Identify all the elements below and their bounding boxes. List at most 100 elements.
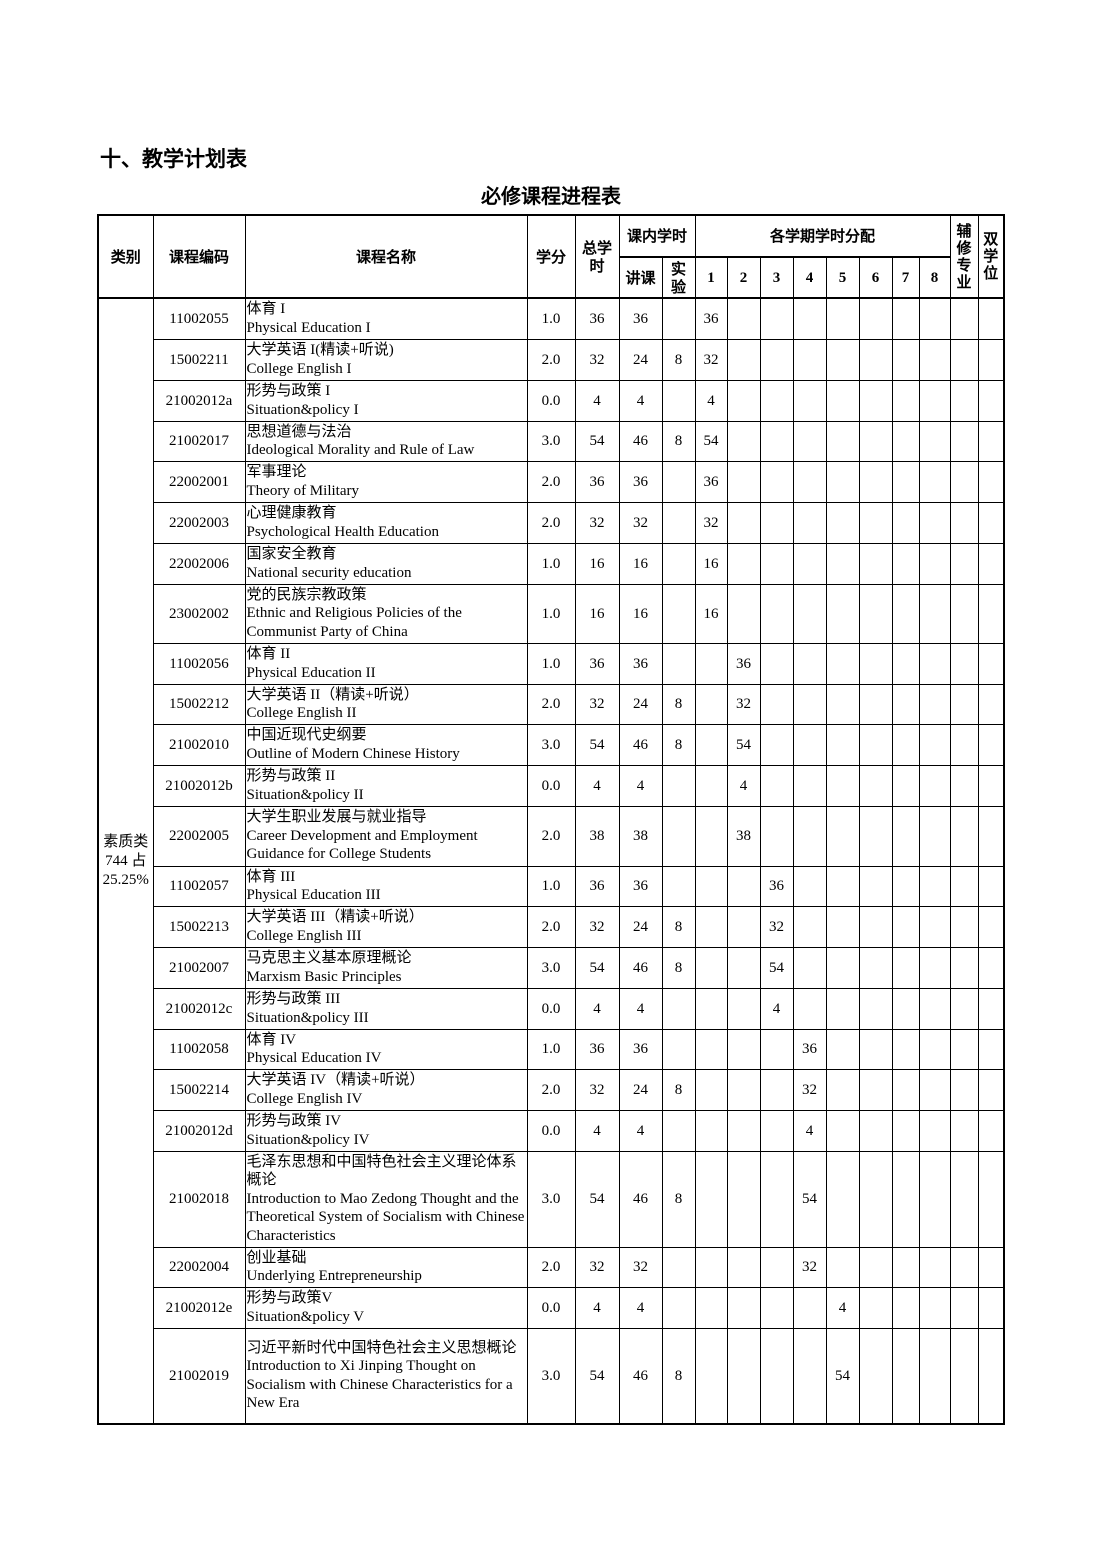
semester-6-hours [858,1327,893,1425]
course-name-en: Psychological Health Education [246,523,439,540]
semester-7-hours [891,805,920,867]
semester-2-hours [726,379,761,422]
table-row: 21002007 马克思主义基本原理概论 Marxism Basic Princip… [98,946,1005,989]
course-name: 心理健康教育 Psychological Health Education [244,501,528,544]
course-code: 22002001 [152,460,246,503]
course-name-cn: 形势与政策 IV [246,1113,342,1129]
course-name-cn: 思想道德与法治 [246,423,352,440]
header-semester-8: 8 [918,256,951,299]
minor-cell [949,1109,979,1152]
semester-1-hours: 36 [694,460,728,503]
credit: 2.0 [526,1068,576,1111]
course-name-cn: 体育 II [246,646,291,662]
course-name: 形势与政策 I Situation&policy I [244,379,528,422]
header-semester-5: 5 [825,256,860,299]
credit: 0.0 [526,1109,576,1152]
semester-8-hours [918,723,951,766]
course-name: 体育 I Physical Education I [244,297,528,340]
lab-hours [661,542,696,585]
category-cell: 素质类 744 占 25.25% [97,297,154,1425]
total-hours: 36 [574,460,620,503]
semester-7-hours [891,683,920,725]
credit: 1.0 [526,1028,576,1070]
course-name-cn: 军事理论 [246,464,307,480]
lab-hours [661,379,696,422]
course-name-cn: 形势与政策 III [246,991,341,1007]
semester-6-hours [858,764,893,807]
semester-2-hours: 38 [726,805,761,867]
semester-7-hours [891,542,920,585]
table-row: 23002002 党的民族宗教政策 Ethnic and Religious Pol… [98,583,1005,644]
semester-2-hours [726,501,761,544]
course-name: 中国近现代史纲要 Outline of Modern Chinese Histor… [244,723,528,766]
semester-4-hours [792,946,827,989]
semester-7-hours [891,642,920,685]
semester-3-hours [759,460,794,503]
total-hours: 32 [574,1246,620,1288]
lecture-hours: 32 [618,1246,663,1288]
semester-7-hours [891,946,920,989]
semester-2-hours [726,420,761,462]
credit: 1.0 [526,297,576,340]
table-row: 22002001 军事理论 Theory of Military 2.0 36 36 36 [98,460,1005,503]
semester-8-hours [918,1109,951,1152]
semester-1-hours [694,683,728,725]
minor-cell [949,905,979,948]
header-semester-7: 7 [891,256,920,299]
semester-8-hours [918,1327,951,1425]
minor-cell [949,501,979,544]
total-hours: 16 [574,583,620,644]
semester-8-hours [918,683,951,725]
total-hours: 38 [574,805,620,867]
semester-4-hours [792,460,827,503]
semester-5-hours [825,583,860,644]
semester-2-hours [726,542,761,585]
lab-hours [661,764,696,807]
semester-5-hours [825,420,860,462]
semester-5-hours [825,501,860,544]
lab-hours: 8 [661,1327,696,1425]
course-name-en: Outline of Modern Chinese History [246,745,460,762]
lecture-hours: 38 [618,805,663,867]
semester-8-hours [918,338,951,381]
course-name-en: College English I [246,360,352,377]
course-name-en: Marxism Basic Principles [246,968,402,985]
double-degree-cell [977,542,1005,585]
semester-3-hours [759,642,794,685]
semester-6-hours [858,542,893,585]
double-degree-cell [977,642,1005,685]
double-degree-cell [977,501,1005,544]
semester-4-hours [792,987,827,1030]
total-hours: 54 [574,723,620,766]
semester-4-hours [792,420,827,462]
minor-cell [949,542,979,585]
semester-1-hours [694,865,728,907]
semester-6-hours [858,1109,893,1152]
double-degree-cell [977,297,1005,340]
header-total: 总学时 [574,214,620,299]
semester-6-hours [858,338,893,381]
semester-6-hours [858,642,893,685]
semester-8-hours [918,642,951,685]
minor-cell [949,460,979,503]
course-name-en: Ideological Morality and Rule of Law [246,442,475,458]
semester-7-hours [891,460,920,503]
credit: 0.0 [526,987,576,1030]
semester-2-hours [726,987,761,1030]
course-code: 22002006 [152,542,246,585]
semester-1-hours: 4 [694,379,728,422]
semester-3-hours: 36 [759,865,794,907]
lab-hours [661,1246,696,1288]
table-row: 21002012b 形势与政策 II Situation&policy II 0.0 4… [98,764,1005,807]
table-row: 15002212 大学英语 II（精读+听说） College English II… [98,683,1005,725]
double-degree-cell [977,1028,1005,1070]
semester-8-hours [918,865,951,907]
lecture-hours: 24 [618,1068,663,1111]
semester-3-hours [759,1109,794,1152]
total-hours: 54 [574,1150,620,1248]
semester-8-hours [918,1068,951,1111]
total-hours: 4 [574,987,620,1030]
lecture-hours: 36 [618,642,663,685]
credit: 2.0 [526,1246,576,1288]
semester-8-hours [918,583,951,644]
